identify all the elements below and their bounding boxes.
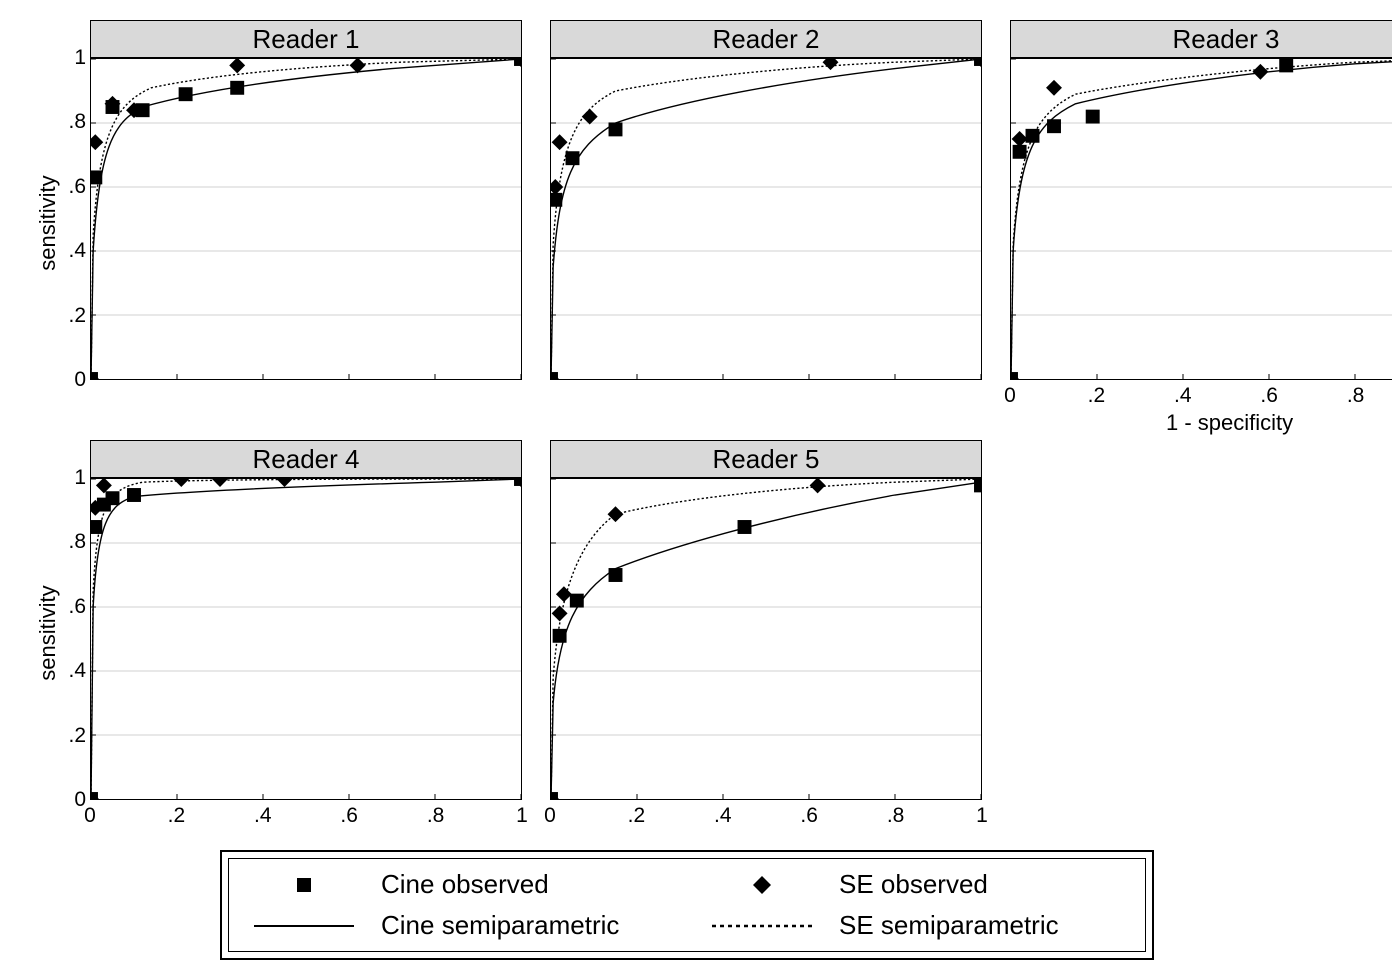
- x-tick: 0: [84, 804, 96, 828]
- square-icon: [249, 871, 359, 899]
- panel-plot: [90, 58, 522, 380]
- legend-label: Cine semiparametric: [381, 910, 619, 941]
- y-tick: .8: [40, 110, 86, 134]
- x-tick: .6: [1260, 384, 1278, 408]
- x-tick: .4: [1174, 384, 1192, 408]
- y-tick: .8: [40, 530, 86, 554]
- legend-inner: Cine observed SE observed Cine semiparam…: [228, 858, 1146, 952]
- panel-plot: [550, 478, 982, 800]
- y-tick-labels: 0.2.4.6.81: [40, 58, 86, 380]
- y-tick: .6: [40, 175, 86, 199]
- x-tick: 1: [976, 804, 988, 828]
- panel-reader-5: Reader 50.2.4.6.81: [550, 440, 982, 800]
- legend-item-cine-semiparametric: Cine semiparametric: [249, 910, 667, 941]
- y-tick: .2: [40, 304, 86, 328]
- y-tick: .2: [40, 724, 86, 748]
- legend-item-cine-observed: Cine observed: [249, 869, 667, 900]
- panel-plot: [1010, 58, 1392, 380]
- y-tick: .4: [40, 659, 86, 683]
- panel-title: Reader 3: [1010, 20, 1392, 58]
- panel-reader-2: Reader 2: [550, 20, 982, 380]
- y-tick: 1: [40, 46, 86, 70]
- x-tick: .6: [340, 804, 358, 828]
- panel-title: Reader 1: [90, 20, 522, 58]
- panel-plot: [550, 58, 982, 380]
- x-tick: .6: [800, 804, 818, 828]
- panel-reader-4: Reader 40.2.4.6.810.2.4.6.81: [90, 440, 522, 800]
- x-tick: .2: [168, 804, 186, 828]
- x-tick: .8: [887, 804, 905, 828]
- x-tick-labels: 0.2.4.6.81: [550, 800, 982, 826]
- legend-label: SE observed: [839, 869, 988, 900]
- x-tick: .8: [1347, 384, 1365, 408]
- panel-reader-1: Reader 10.2.4.6.81: [90, 20, 522, 380]
- panel-plot: [90, 478, 522, 800]
- y-tick: 0: [40, 368, 86, 392]
- legend-item-se-observed: SE observed: [707, 869, 1125, 900]
- x-axis-label: 1 - specificity: [1166, 410, 1293, 436]
- solid-line-icon: [249, 912, 359, 940]
- y-tick: .4: [40, 239, 86, 263]
- x-tick-labels: 0.2.4.6.81: [90, 800, 522, 826]
- x-tick: .4: [254, 804, 272, 828]
- dotted-line-icon: [707, 912, 817, 940]
- panel-reader-3: Reader 30.2.4.6.811 - specificity: [1010, 20, 1392, 380]
- legend-label: Cine observed: [381, 869, 549, 900]
- x-tick: .2: [1088, 384, 1106, 408]
- x-tick: 0: [1004, 384, 1016, 408]
- y-tick-labels: 0.2.4.6.81: [40, 478, 86, 800]
- y-tick: 0: [40, 788, 86, 812]
- y-tick: 1: [40, 466, 86, 490]
- diamond-icon: [707, 871, 817, 899]
- y-tick: .6: [40, 595, 86, 619]
- legend-label: SE semiparametric: [839, 910, 1059, 941]
- panel-title: Reader 4: [90, 440, 522, 478]
- x-tick: .4: [714, 804, 732, 828]
- x-tick: .8: [427, 804, 445, 828]
- x-tick-labels: 0.2.4.6.81: [1010, 380, 1392, 406]
- x-tick: .2: [628, 804, 646, 828]
- x-tick: 1: [516, 804, 528, 828]
- legend: Cine observed SE observed Cine semiparam…: [220, 850, 1154, 960]
- panel-title: Reader 2: [550, 20, 982, 58]
- panel-title: Reader 5: [550, 440, 982, 478]
- legend-item-se-semiparametric: SE semiparametric: [707, 910, 1125, 941]
- x-tick: 0: [544, 804, 556, 828]
- figure-root: sensitivity sensitivity Reader 10.2.4.6.…: [0, 0, 1392, 965]
